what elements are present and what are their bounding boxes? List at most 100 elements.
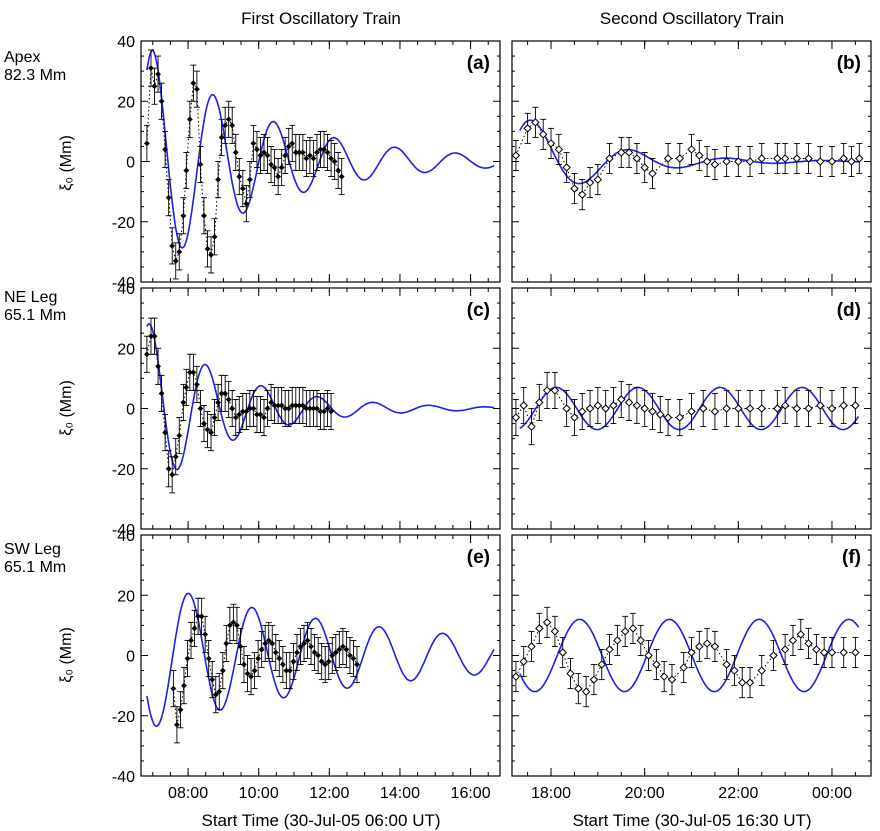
data-point	[613, 636, 622, 645]
data-point	[624, 148, 634, 157]
data-point	[172, 257, 179, 264]
data-point	[812, 645, 821, 654]
data-point	[336, 646, 343, 653]
data-point	[246, 176, 253, 183]
data-point	[236, 173, 243, 180]
data-point	[297, 643, 304, 650]
data-point	[546, 139, 556, 148]
data-point	[585, 178, 595, 187]
data-point	[343, 646, 350, 653]
data-point	[839, 648, 848, 657]
data-point	[593, 175, 603, 184]
data-point	[176, 432, 183, 439]
data-point	[350, 655, 357, 662]
panel-e: -40 -20 0 20 40 08:00 10:00 12:00 14:00 16:00 (e)	[112, 528, 501, 802]
data-point	[190, 80, 197, 87]
data-point	[279, 661, 286, 668]
y-tick-label: -40	[112, 522, 135, 539]
data-point	[304, 637, 311, 644]
data-point	[172, 453, 179, 460]
data-point	[148, 65, 154, 72]
data-point	[780, 154, 790, 163]
data-point	[229, 405, 236, 412]
row-height-sw-leg: 65.1 Mm	[4, 559, 66, 576]
data-point	[143, 140, 150, 147]
data-point	[511, 672, 521, 681]
y-axis-label-row-2: ξ₀ (Mm)	[58, 380, 75, 436]
data-point	[722, 404, 731, 413]
data-point	[628, 624, 638, 633]
data-point	[675, 154, 685, 163]
data-point	[165, 194, 172, 201]
data-point	[663, 413, 673, 422]
data-point	[687, 145, 696, 154]
y-tick-label: 20	[117, 94, 135, 111]
data-point	[338, 173, 345, 180]
data-point	[542, 386, 552, 395]
data-point	[226, 622, 233, 629]
data-point	[652, 660, 661, 669]
data-point	[143, 351, 150, 358]
data-point	[265, 637, 272, 644]
y-tick-label: 20	[117, 588, 135, 605]
data-point	[201, 212, 207, 219]
data-point	[796, 630, 805, 639]
y-tick-label: 0	[126, 402, 135, 419]
data-point	[225, 396, 232, 403]
data-point	[303, 155, 310, 162]
data-point	[197, 161, 204, 168]
data-point	[308, 643, 315, 650]
data-point	[827, 404, 837, 413]
data-point	[155, 363, 161, 370]
data-point	[757, 404, 766, 413]
data-point	[839, 154, 848, 163]
data-point	[257, 152, 264, 159]
data-point	[332, 649, 339, 656]
fit-curve	[519, 618, 860, 693]
data-point	[188, 637, 194, 644]
data-point	[219, 667, 226, 674]
data-point	[328, 155, 335, 162]
data-point	[215, 176, 222, 183]
x-tick-label: 20:00	[625, 785, 665, 802]
data-point	[757, 154, 766, 163]
data-point	[656, 410, 665, 419]
fit-curve	[146, 592, 495, 728]
data-point	[232, 149, 239, 156]
data-point	[609, 401, 618, 410]
row-height-ne-leg: 65.1 Mm	[4, 307, 66, 324]
data-point	[197, 405, 204, 412]
data-point	[566, 669, 575, 678]
data-point	[250, 405, 257, 412]
data-point	[254, 146, 260, 153]
data-point	[322, 661, 329, 668]
data-point	[241, 661, 247, 668]
data-point	[620, 627, 630, 636]
data-point	[855, 154, 864, 163]
data-point	[236, 411, 243, 418]
data-point	[605, 645, 614, 654]
data-point	[269, 640, 276, 647]
data-point	[819, 648, 829, 657]
data-point	[299, 149, 306, 156]
data-point	[757, 666, 766, 675]
data-point	[648, 407, 657, 416]
data-point	[593, 401, 603, 410]
data-point	[191, 625, 198, 632]
y-tick-label: 40	[117, 528, 135, 545]
data-point	[314, 149, 320, 156]
data-point	[216, 688, 223, 695]
data-point	[204, 426, 211, 433]
data-point	[285, 143, 292, 150]
data-point	[851, 648, 860, 657]
data-point	[278, 164, 285, 171]
data-point	[585, 404, 595, 413]
data-point	[186, 116, 193, 123]
data-point	[222, 122, 229, 129]
data-point	[617, 148, 626, 157]
column-title-second: Second Oscillatory Train	[600, 9, 784, 28]
data-point	[804, 154, 813, 163]
data-point	[847, 157, 856, 166]
data-point	[804, 639, 813, 648]
data-point	[640, 163, 649, 172]
